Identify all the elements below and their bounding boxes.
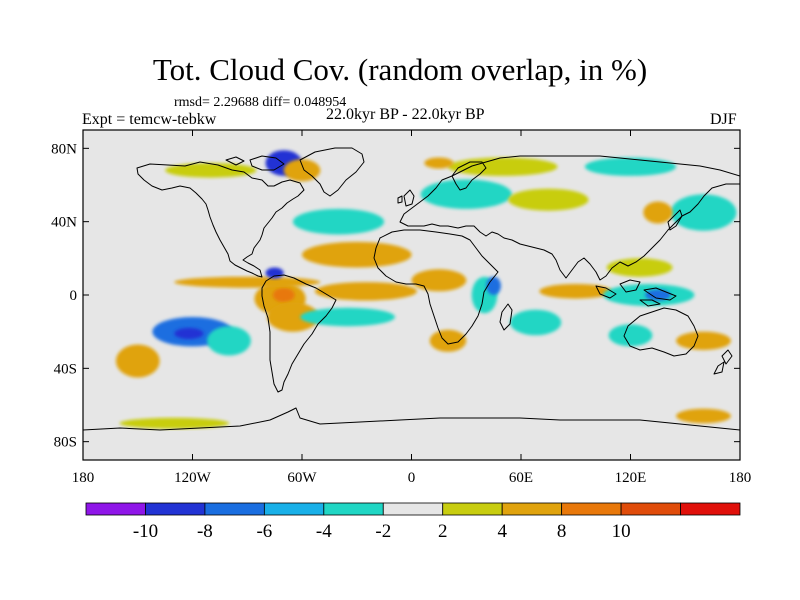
- colorbar-label: 10: [612, 521, 631, 542]
- coastline-scandinavia: [451, 161, 487, 191]
- colorbar-label: 8: [557, 521, 567, 542]
- anomaly-region-3: [115, 344, 160, 378]
- anomaly-region-27: [645, 289, 671, 301]
- x-tick-label: 180: [729, 470, 752, 486]
- anomaly-region-12: [338, 183, 412, 206]
- colorbar-label: -6: [256, 521, 272, 542]
- anomaly-fields: [115, 150, 737, 429]
- stats-text: rmsd= 2.29688 diff= 0.048954: [174, 95, 347, 110]
- anomaly-region-30: [606, 258, 673, 277]
- colorbar-swatch-5: [382, 502, 444, 516]
- anomaly-region-31: [670, 194, 737, 231]
- anomaly-region-5: [272, 287, 295, 303]
- colorbar: -10 -8 -6 -4 -2 2 4 8 10: [85, 502, 741, 542]
- y-tick-label: 80N: [51, 141, 77, 157]
- coastline-antarctica: [83, 407, 740, 431]
- coastline-north-america: [136, 161, 305, 278]
- anomaly-region-13: [420, 179, 512, 209]
- colorbar-swatch-7: [501, 502, 563, 516]
- anomaly-region-28: [608, 324, 653, 347]
- period-label: 22.0kyr BP - 22.0kyr BP: [326, 106, 485, 123]
- colorbar-swatch-9: [620, 502, 681, 516]
- y-tick-label: 80S: [54, 435, 77, 451]
- anomaly-region-35: [566, 401, 658, 417]
- anomaly-region-25: [539, 284, 613, 299]
- anomaly-region-39: [265, 267, 284, 279]
- coastline-greenland: [299, 147, 365, 197]
- coastline-new-zealand: [713, 349, 733, 375]
- x-tick-label: 60E: [509, 470, 533, 486]
- coastlines: [83, 147, 740, 431]
- colorbar-swatch-10: [680, 502, 741, 516]
- experiment-label: Expt = temcw-tebkw: [82, 111, 217, 128]
- colorbar-label: -8: [197, 521, 213, 542]
- coastline-arctic-islands: [225, 155, 285, 171]
- colorbar-swatch-4: [323, 502, 384, 516]
- anomaly-region-22: [411, 269, 467, 292]
- anomaly-region-14: [508, 188, 589, 211]
- anomaly-region-10: [300, 307, 395, 327]
- anomaly-region-8: [174, 276, 321, 288]
- anomaly-region-33: [256, 397, 403, 413]
- anomaly-region-19: [424, 157, 454, 169]
- colorbar-swatch-1: [145, 502, 206, 516]
- y-tick-label: 40N: [51, 215, 77, 231]
- anomaly-region-7: [302, 241, 412, 268]
- x-tick-label: 120E: [615, 470, 647, 486]
- anomaly-region-1: [174, 328, 204, 339]
- anomaly-region-6: [267, 302, 319, 332]
- anomaly-region-34: [402, 401, 531, 417]
- colorbar-swatch-8: [561, 502, 622, 516]
- y-tick-label: 0: [70, 288, 78, 304]
- anomaly-region-29: [676, 331, 731, 350]
- coastline-eurasia: [399, 155, 740, 281]
- colorbar-label: 4: [497, 521, 507, 542]
- coastline-madagascar: [499, 303, 513, 331]
- anomaly-region-11: [292, 208, 385, 235]
- season-label: DJF: [710, 111, 737, 128]
- anomaly-region-36: [676, 408, 731, 424]
- anomaly-region-21: [486, 276, 501, 295]
- anomaly-region-37: [119, 417, 230, 429]
- x-tick-label: 0: [408, 470, 416, 486]
- coastline-japan: [667, 209, 683, 231]
- anomaly-region-18: [283, 159, 321, 182]
- anomaly-region-24: [509, 309, 562, 336]
- x-tick-label: 180: [72, 470, 95, 486]
- y-tick-label: 40S: [54, 361, 77, 377]
- anomaly-region-9: [314, 282, 417, 301]
- plot-title: Tot. Cloud Cov. (random overlap, in %): [152, 52, 648, 87]
- colorbar-swatch-6: [442, 502, 503, 516]
- coastline-british-isles: [397, 189, 415, 207]
- colorbar-label: -10: [133, 521, 158, 542]
- colorbar-swatch-3: [263, 502, 325, 516]
- colorbar-label: -2: [375, 521, 391, 542]
- coastline-south-america: [261, 274, 337, 393]
- x-tick-label: 60W: [287, 470, 317, 486]
- axis-ticks: 180 120W 60W 0 60E 120E 180 80N 40N 0 40S 80S: [51, 130, 751, 486]
- anomaly-region-38: [165, 163, 257, 178]
- coastline-africa: [373, 229, 499, 345]
- x-tick-label: 120W: [174, 470, 212, 486]
- anomaly-region-32: [643, 201, 673, 224]
- anomaly-region-15: [584, 157, 677, 176]
- anomaly-region-2: [207, 326, 251, 356]
- coastline-maritime-continent: [595, 279, 677, 307]
- anomaly-region-16: [447, 157, 558, 176]
- colorbar-swatch-0: [85, 502, 146, 516]
- anomaly-region-23: [429, 329, 467, 352]
- colorbar-label: 2: [438, 521, 448, 542]
- coastline-australia: [623, 307, 699, 357]
- colorbar-swatch-2: [204, 502, 265, 516]
- colorbar-label: -4: [316, 521, 332, 542]
